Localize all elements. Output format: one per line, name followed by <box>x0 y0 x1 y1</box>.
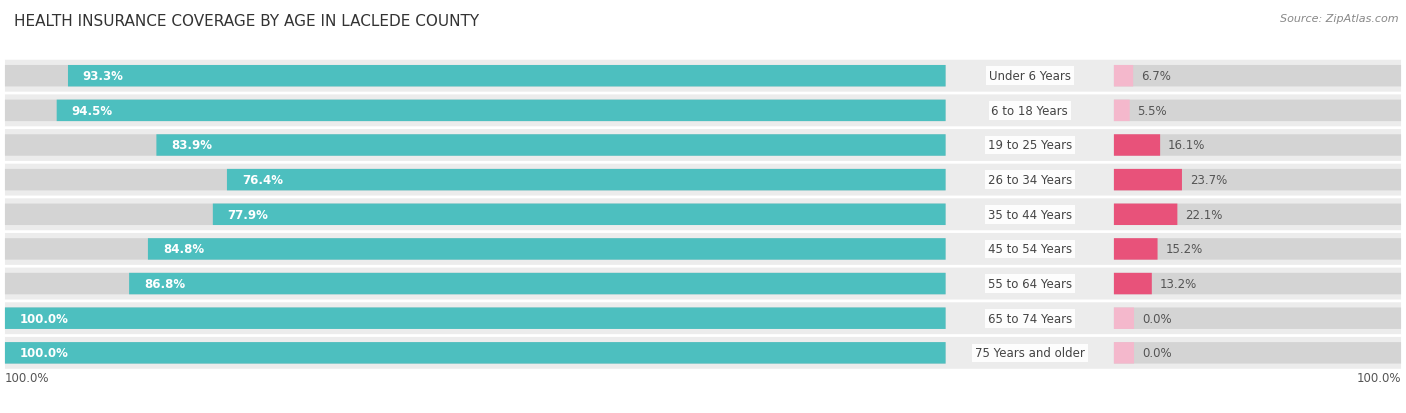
FancyBboxPatch shape <box>156 135 946 157</box>
Text: 0.0%: 0.0% <box>1142 347 1171 359</box>
FancyBboxPatch shape <box>1114 239 1157 260</box>
Text: 5.5%: 5.5% <box>1137 104 1167 118</box>
FancyBboxPatch shape <box>1114 169 1182 191</box>
FancyBboxPatch shape <box>1114 66 1400 87</box>
Text: 35 to 44 Years: 35 to 44 Years <box>987 208 1071 221</box>
FancyBboxPatch shape <box>6 204 946 225</box>
Text: 16.1%: 16.1% <box>1168 139 1205 152</box>
FancyBboxPatch shape <box>6 308 946 329</box>
FancyBboxPatch shape <box>1114 308 1135 329</box>
Text: 77.9%: 77.9% <box>228 208 269 221</box>
FancyBboxPatch shape <box>6 342 946 364</box>
FancyBboxPatch shape <box>6 273 946 294</box>
FancyBboxPatch shape <box>6 61 1400 93</box>
Text: 83.9%: 83.9% <box>172 139 212 152</box>
FancyBboxPatch shape <box>1114 100 1129 122</box>
FancyBboxPatch shape <box>67 66 946 87</box>
FancyBboxPatch shape <box>6 233 1400 265</box>
FancyBboxPatch shape <box>1114 100 1400 122</box>
FancyBboxPatch shape <box>1114 66 1133 87</box>
Text: 93.3%: 93.3% <box>83 70 124 83</box>
FancyBboxPatch shape <box>6 239 946 260</box>
Text: 84.8%: 84.8% <box>163 243 204 256</box>
Text: HEALTH INSURANCE COVERAGE BY AGE IN LACLEDE COUNTY: HEALTH INSURANCE COVERAGE BY AGE IN LACL… <box>14 14 479 29</box>
Text: 55 to 64 Years: 55 to 64 Years <box>987 278 1071 290</box>
Text: 15.2%: 15.2% <box>1166 243 1202 256</box>
Text: Under 6 Years: Under 6 Years <box>988 70 1071 83</box>
FancyBboxPatch shape <box>6 164 1400 196</box>
Text: 45 to 54 Years: 45 to 54 Years <box>987 243 1071 256</box>
FancyBboxPatch shape <box>6 268 1400 300</box>
Text: 76.4%: 76.4% <box>242 174 283 187</box>
FancyBboxPatch shape <box>6 100 946 122</box>
FancyBboxPatch shape <box>6 130 1400 161</box>
FancyBboxPatch shape <box>1114 204 1400 225</box>
FancyBboxPatch shape <box>1114 342 1400 364</box>
FancyBboxPatch shape <box>1114 135 1160 157</box>
Text: 100.0%: 100.0% <box>20 312 69 325</box>
FancyBboxPatch shape <box>1114 273 1400 294</box>
Text: 13.2%: 13.2% <box>1160 278 1197 290</box>
FancyBboxPatch shape <box>6 66 946 87</box>
Text: 86.8%: 86.8% <box>143 278 186 290</box>
Text: 94.5%: 94.5% <box>72 104 112 118</box>
FancyBboxPatch shape <box>6 337 1400 369</box>
FancyBboxPatch shape <box>6 303 1400 335</box>
Text: 26 to 34 Years: 26 to 34 Years <box>987 174 1071 187</box>
FancyBboxPatch shape <box>6 308 946 329</box>
Text: 6.7%: 6.7% <box>1142 70 1171 83</box>
Text: 0.0%: 0.0% <box>1142 312 1171 325</box>
FancyBboxPatch shape <box>6 199 1400 230</box>
FancyBboxPatch shape <box>1114 239 1400 260</box>
Text: 65 to 74 Years: 65 to 74 Years <box>987 312 1071 325</box>
Text: 19 to 25 Years: 19 to 25 Years <box>987 139 1071 152</box>
Text: 22.1%: 22.1% <box>1185 208 1223 221</box>
FancyBboxPatch shape <box>226 169 946 191</box>
FancyBboxPatch shape <box>56 100 946 122</box>
Text: 75 Years and older: 75 Years and older <box>974 347 1084 359</box>
FancyBboxPatch shape <box>212 204 946 225</box>
FancyBboxPatch shape <box>1114 342 1135 364</box>
Text: 100.0%: 100.0% <box>20 347 69 359</box>
FancyBboxPatch shape <box>129 273 946 294</box>
FancyBboxPatch shape <box>6 342 946 364</box>
FancyBboxPatch shape <box>148 239 946 260</box>
FancyBboxPatch shape <box>1114 135 1400 157</box>
Text: Source: ZipAtlas.com: Source: ZipAtlas.com <box>1281 14 1399 24</box>
FancyBboxPatch shape <box>6 169 946 191</box>
FancyBboxPatch shape <box>1114 273 1152 294</box>
Text: 100.0%: 100.0% <box>6 371 49 385</box>
FancyBboxPatch shape <box>1114 308 1400 329</box>
Text: 23.7%: 23.7% <box>1189 174 1227 187</box>
FancyBboxPatch shape <box>6 135 946 157</box>
Text: 6 to 18 Years: 6 to 18 Years <box>991 104 1069 118</box>
Text: 100.0%: 100.0% <box>1357 371 1400 385</box>
FancyBboxPatch shape <box>1114 204 1177 225</box>
FancyBboxPatch shape <box>6 95 1400 127</box>
FancyBboxPatch shape <box>1114 169 1400 191</box>
